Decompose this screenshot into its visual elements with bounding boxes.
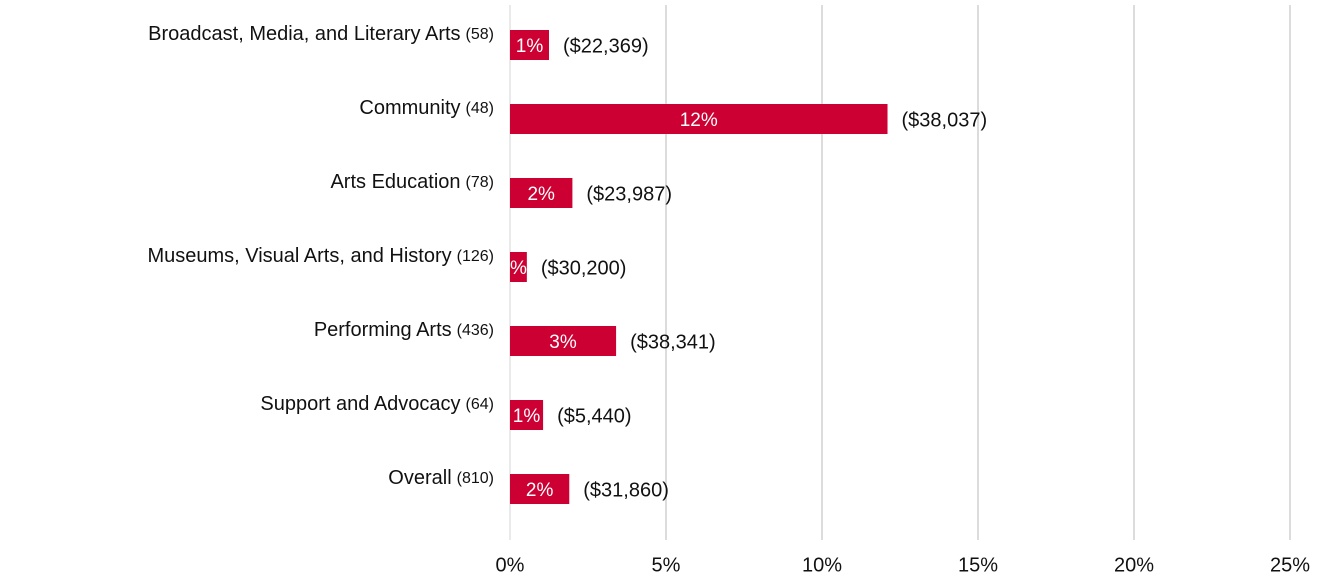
category-name: Museums, Visual Arts, and History	[147, 245, 451, 267]
category-label: Museums, Visual Arts, and History (126)	[147, 245, 494, 267]
value-label: %	[510, 258, 527, 279]
bar	[510, 252, 527, 282]
amount-label: ($38,037)	[902, 109, 988, 131]
category-count: (78)	[466, 174, 494, 191]
category-name: Performing Arts	[314, 319, 452, 341]
category-name: Support and Advocacy	[260, 393, 460, 415]
category-label: Community (48)	[359, 97, 494, 119]
category-count: (58)	[466, 26, 494, 43]
category-name: Arts Education	[330, 171, 460, 193]
category-label: Performing Arts (436)	[314, 319, 494, 341]
category-name: Community	[359, 97, 460, 119]
category-label: Support and Advocacy (64)	[260, 393, 494, 415]
amount-label: ($31,860)	[583, 479, 669, 501]
category-count: (436)	[457, 322, 494, 339]
amount-label: ($5,440)	[557, 405, 632, 427]
bar	[510, 104, 888, 134]
x-tick-label: 20%	[1114, 554, 1154, 576]
category-count: (64)	[466, 396, 494, 413]
category-count: (810)	[457, 470, 494, 487]
value-label: 2%	[526, 480, 554, 501]
x-tick-label: 0%	[496, 554, 525, 576]
value-label: 1%	[516, 36, 544, 57]
category-name: Broadcast, Media, and Literary Arts	[148, 23, 460, 45]
bar	[510, 400, 544, 430]
category-label: Arts Education (78)	[330, 171, 494, 193]
category-count: (126)	[457, 248, 494, 265]
bar	[510, 474, 570, 504]
category-name: Overall	[388, 467, 451, 489]
x-tick-label: 5%	[652, 554, 681, 576]
value-label: 12%	[680, 110, 718, 131]
amount-label: ($38,341)	[630, 331, 716, 353]
x-tick-label: 10%	[802, 554, 842, 576]
amount-label: ($22,369)	[563, 35, 649, 57]
amount-label: ($30,200)	[541, 257, 627, 279]
value-label: 2%	[527, 184, 555, 205]
value-label: 3%	[549, 332, 577, 353]
bar	[510, 178, 573, 208]
x-tick-label: 15%	[958, 554, 998, 576]
amount-label: ($23,987)	[586, 183, 672, 205]
category-label: Broadcast, Media, and Literary Arts (58)	[148, 23, 494, 45]
category-label: Overall (810)	[388, 467, 494, 489]
x-tick-label: 25%	[1270, 554, 1310, 576]
category-count: (48)	[466, 100, 494, 117]
bar	[510, 326, 617, 356]
value-label: 1%	[513, 406, 541, 427]
bar	[510, 30, 549, 60]
